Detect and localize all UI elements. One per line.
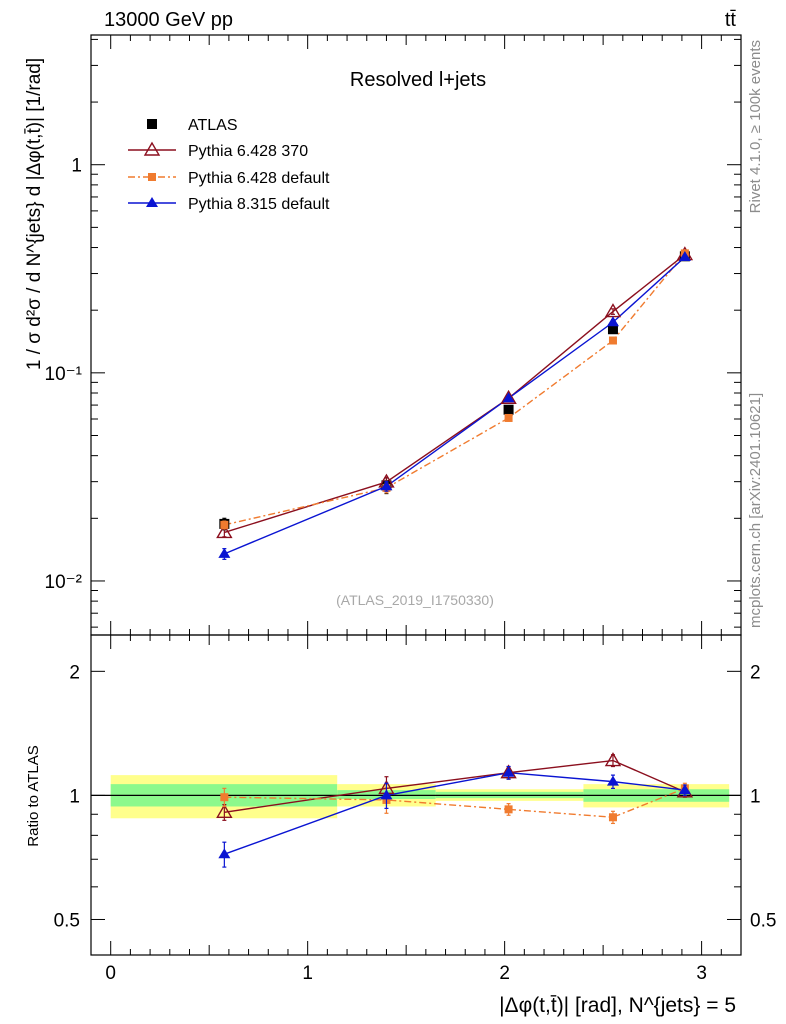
ratio-y-ticks: 0.5 0.5 1 1 2 2 (54, 662, 777, 931)
main-y-tick-label: 1 (71, 156, 82, 177)
main-point-atlas (503, 404, 514, 415)
legend-label-pythia-6-428-370: Pythia 6.428 370 (188, 143, 308, 160)
main-panel: Resolved l+jets (ATLAS_2019_I1750330) 10… (24, 34, 742, 636)
ratio-uncertainty-bands (110, 775, 730, 819)
main-point-pythia-8-315-default (678, 251, 691, 262)
ratio-point-pythia-8-315-default (502, 766, 515, 777)
ratio-point-pythia-8-315-default (606, 775, 619, 786)
main-point-pythia-6-428-default (504, 413, 513, 422)
energy-label: 13000 GeV pp (104, 9, 233, 31)
ratio-panel: 0.5 0.5 1 1 2 2 0 1 2 3 Ratio to ATLAS |Δφ(t,t̄)… (25, 35, 776, 1017)
ratio-series-markers (216, 752, 694, 868)
ratio-point-pythia-6-428-370 (216, 803, 233, 818)
ratio-point-pythia-8-315-default (380, 789, 393, 800)
main-point-pythia-6-428-default (220, 520, 229, 529)
ratio-y-tick-label: 2 (69, 662, 80, 683)
x-axis-label: |Δφ(t,t̄)| [rad], N^{jets} = 5 (499, 994, 736, 1017)
main-point-pythia-8-315-default (380, 480, 393, 491)
legend: ATLAS Pythia 6.428 370 Pythia 6.428 defaul… (128, 117, 330, 213)
ratio-point-pythia-8-315-default (678, 784, 691, 795)
ratio-point-pythia-6-428-default (504, 805, 513, 814)
analysis-watermark: (ATLAS_2019_I1750330) (336, 592, 494, 608)
ratio-y-tick-label: 0.5 (54, 910, 80, 931)
ratio-plot-frame (90, 634, 742, 956)
main-point-atlas (607, 324, 618, 335)
main-point-pythia-6-428-370 (216, 524, 233, 539)
x-tick-label: 2 (499, 963, 510, 984)
main-y-tick-label: 10⁻¹ (45, 364, 83, 385)
ratio-y-tick-label-right: 0.5 (750, 910, 776, 931)
x-tick-label: 1 (302, 963, 313, 984)
ratio-y-tick-label-right: 1 (750, 786, 761, 807)
x-tick-label: 3 (696, 963, 707, 984)
main-point-pythia-8-315-default (606, 316, 619, 327)
ratio-point-pythia-6-428-default (608, 813, 617, 822)
legend-marker-pythia-6-428-370 (143, 141, 161, 156)
ratio-y-axis-label: Ratio to ATLAS (25, 745, 42, 846)
main-y-axis-label: 1 / σ d²σ / d N^{jets} d |Δφ(t,t̄)| [1/r… (24, 58, 45, 370)
legend-marker-pythia-8-315-default (146, 197, 158, 207)
process-label: tt̄ (725, 9, 737, 31)
mcplots-label: mcplots.cern.ch [arXiv:2401.10621] (747, 393, 764, 628)
main-point-pythia-6-428-default (608, 336, 617, 345)
main-line-pythia-6-428-default (224, 252, 686, 526)
main-y-tick-label: 10⁻² (45, 572, 83, 593)
main-point-pythia-8-315-default (218, 547, 231, 558)
main-title: Resolved l+jets (350, 69, 486, 91)
main-point-pythia-6-428-370 (500, 389, 517, 404)
x-tick-label: 0 (105, 963, 116, 984)
legend-label-pythia-6-428-default: Pythia 6.428 default (188, 170, 330, 187)
ratio-line-pythia-6-428-default (224, 787, 686, 818)
x-ticks: 0 1 2 3 (90, 35, 742, 984)
main-line-pythia-6-428-370 (224, 254, 686, 534)
main-y-ticks: 10⁻² 10⁻¹ 1 (45, 38, 741, 628)
ratio-point-pythia-6-428-370 (604, 752, 622, 767)
ratio-point-pythia-6-428-default (220, 793, 229, 802)
legend-label-atlas: ATLAS (188, 117, 238, 134)
main-series-markers (216, 246, 694, 560)
ratio-y-tick-label-right: 2 (750, 662, 761, 683)
main-point-pythia-8-315-default (502, 392, 515, 403)
legend-label-pythia-8-315-default: Pythia 8.315 default (188, 196, 330, 213)
ratio-y-tick-label: 1 (69, 786, 80, 807)
legend-marker-atlas (147, 119, 157, 129)
ratio-point-pythia-8-315-default (218, 848, 231, 859)
legend-marker-pythia-6-428-default (148, 173, 156, 181)
rivet-version-label: Rivet 4.1.0, ≥ 100k events (747, 40, 764, 213)
main-series-lines (224, 252, 686, 555)
